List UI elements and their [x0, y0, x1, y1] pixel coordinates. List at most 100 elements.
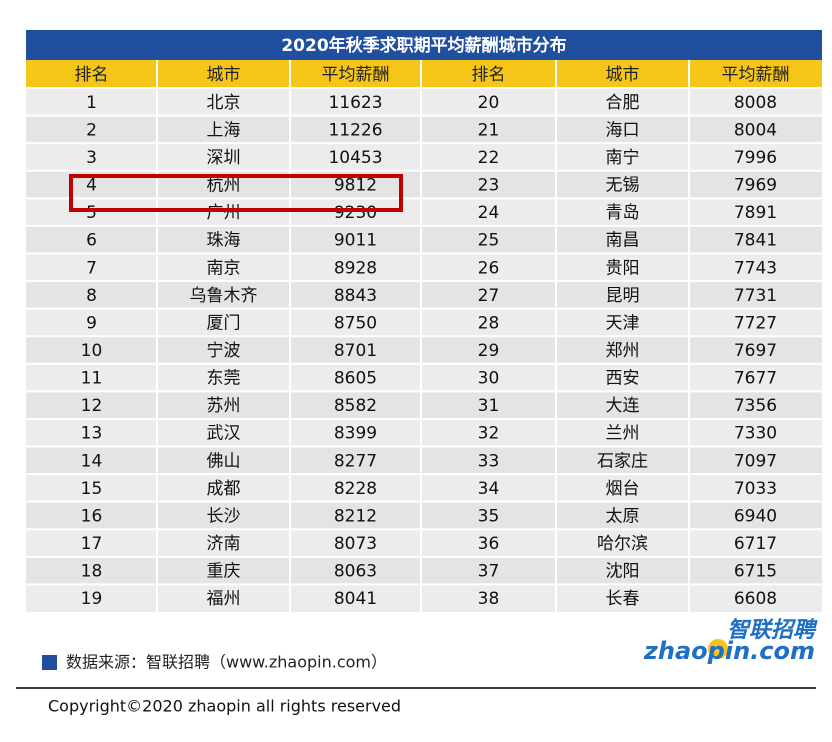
cell: 10453 — [328, 148, 382, 168]
cell: 太原 — [606, 506, 640, 526]
cell: 11623 — [328, 93, 382, 113]
row-bg — [26, 446, 822, 475]
cell: 11226 — [328, 120, 382, 140]
cell: 8008 — [734, 93, 777, 113]
row-bg — [26, 336, 822, 364]
cell: 南昌 — [606, 231, 640, 251]
cell: 7356 — [734, 396, 777, 416]
highlight-box — [69, 174, 403, 212]
cell: 8843 — [334, 286, 377, 306]
cell: 上海 — [207, 120, 241, 140]
cell: 无锡 — [606, 176, 640, 196]
cell: 9230 — [334, 203, 377, 223]
logo-en: zhaopin.com — [643, 637, 815, 665]
column-header: 平均薪酬 — [322, 65, 390, 85]
column-header: 排名 — [472, 65, 506, 85]
cell: 33 — [478, 451, 500, 471]
cell: 19 — [81, 589, 103, 609]
cell: 8277 — [334, 451, 377, 471]
cell: 8004 — [734, 120, 777, 140]
cell: 西安 — [606, 369, 640, 389]
cell: 8928 — [334, 258, 377, 278]
cell: 8073 — [334, 534, 377, 554]
cell: 兰州 — [606, 424, 640, 444]
cell: 宁波 — [207, 341, 241, 361]
logo-dot — [708, 639, 728, 659]
cell: 12 — [81, 396, 103, 416]
cell: 18 — [81, 562, 103, 582]
cell: 福州 — [207, 589, 241, 609]
cell: 29 — [478, 341, 500, 361]
cell: 成都 — [207, 479, 241, 499]
cell: 7841 — [734, 231, 777, 251]
cell: 石家庄 — [597, 451, 648, 471]
cell: 24 — [478, 203, 500, 223]
cell: 26 — [478, 258, 500, 278]
cell: 7677 — [734, 369, 777, 389]
cell: 广州 — [207, 203, 241, 223]
cell: 32 — [478, 424, 500, 444]
cell: 8582 — [334, 396, 377, 416]
cell: 沈阳 — [606, 562, 640, 582]
cell: 长沙 — [207, 506, 241, 526]
header-row — [26, 60, 822, 88]
cell: 武汉 — [207, 424, 241, 444]
cell: 8041 — [334, 589, 377, 609]
cell: 38 — [478, 589, 500, 609]
cell: 30 — [478, 369, 500, 389]
row-bg — [26, 418, 822, 447]
cell: 杭州 — [207, 176, 241, 196]
cell: 济南 — [207, 534, 241, 554]
cell: 深圳 — [207, 148, 241, 168]
cell: 7 — [86, 258, 97, 278]
source-note: 数据来源：智联招聘（www.zhaopin.com） — [66, 653, 387, 672]
cell: 7033 — [734, 479, 777, 499]
cell: 乌鲁木齐 — [190, 286, 258, 306]
row-bg — [26, 143, 822, 171]
cell: 7727 — [734, 313, 777, 333]
cell: 28 — [478, 313, 500, 333]
cell: 郑州 — [606, 341, 640, 361]
cell: 34 — [478, 479, 500, 499]
row-bg — [26, 281, 822, 309]
cell: 7697 — [734, 341, 777, 361]
cell: 16 — [81, 506, 103, 526]
cell: 8212 — [334, 506, 377, 526]
cell: 重庆 — [207, 562, 241, 582]
cell: 厦门 — [207, 313, 241, 333]
row-bg — [26, 88, 822, 116]
cell: 31 — [478, 396, 500, 416]
cell: 东莞 — [207, 369, 241, 389]
cell: 昆明 — [606, 286, 640, 306]
cell: 13 — [81, 424, 103, 444]
cell: 6940 — [734, 506, 777, 526]
row-bg — [26, 198, 822, 226]
cell: 9812 — [334, 176, 377, 196]
table-title: 2020年秋季求职期平均薪酬城市分布 — [281, 35, 566, 56]
cell: 10 — [81, 341, 103, 361]
row-bg — [26, 253, 822, 282]
cell: 15 — [81, 479, 103, 499]
cell: 哈尔滨 — [597, 534, 648, 554]
cell: 6608 — [734, 589, 777, 609]
row-bg — [26, 115, 822, 144]
cell: 南宁 — [606, 148, 640, 168]
cell: 北京 — [207, 93, 241, 113]
cell: 35 — [478, 506, 500, 526]
cell: 36 — [478, 534, 500, 554]
cell: 长春 — [606, 589, 640, 609]
column-header: 平均薪酬 — [722, 65, 790, 85]
cell: 8063 — [334, 562, 377, 582]
cell: 大连 — [606, 396, 640, 416]
cell: 8750 — [334, 313, 377, 333]
row-bg — [26, 501, 822, 530]
cell: 8399 — [334, 424, 377, 444]
cell: 8 — [86, 286, 97, 306]
title-bar — [26, 30, 822, 60]
cell: 7891 — [734, 203, 777, 223]
cell: 4 — [86, 176, 97, 196]
cell: 珠海 — [207, 231, 241, 251]
cell: 20 — [478, 93, 500, 113]
